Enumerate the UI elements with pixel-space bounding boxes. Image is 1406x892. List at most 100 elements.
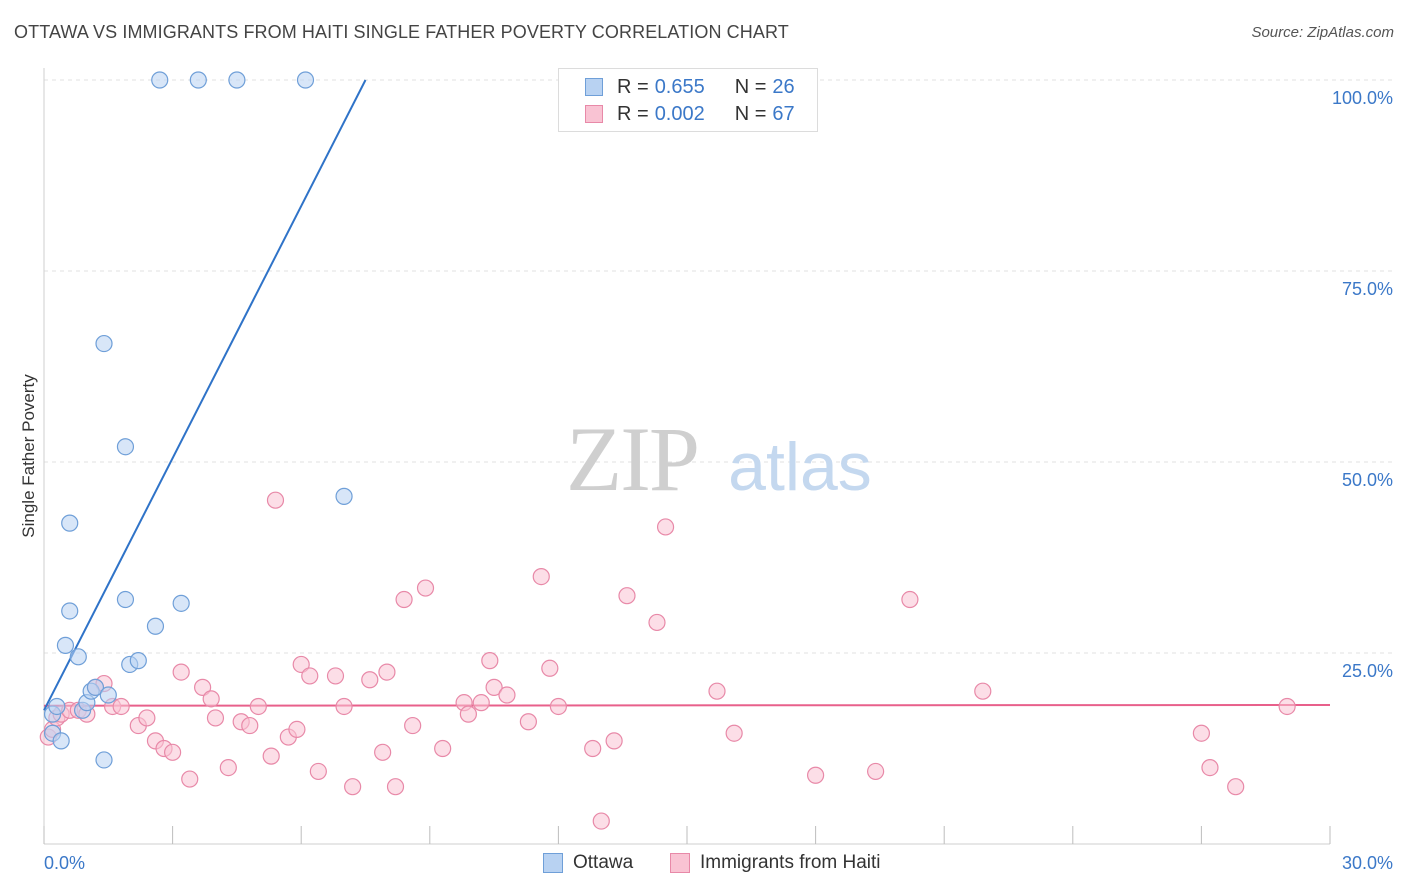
- trendline-haiti: [43, 703, 1331, 707]
- haiti-point: [618, 587, 636, 605]
- haiti-point: [592, 812, 610, 830]
- haiti-point: [549, 697, 568, 716]
- haiti-point: [648, 613, 666, 632]
- haiti-point: [202, 690, 220, 708]
- haiti-point: [112, 697, 130, 716]
- trendlines: [43, 79, 1331, 711]
- haiti-point: [725, 724, 743, 742]
- haiti-point: [434, 739, 452, 758]
- ottawa-point: [95, 751, 113, 769]
- haiti-point: [974, 682, 992, 700]
- y-tick-label: 25.0%: [1342, 661, 1393, 681]
- ottawa-point: [86, 678, 105, 696]
- x-tick-label: 30.0%: [1342, 853, 1393, 873]
- haiti-point: [1201, 758, 1219, 777]
- haiti-point: [374, 743, 392, 761]
- ottawa-point: [228, 71, 246, 89]
- haiti-point: [361, 671, 379, 689]
- haiti-point: [344, 778, 362, 796]
- haiti-point: [335, 697, 353, 716]
- legend-swatch-haiti: [585, 105, 603, 123]
- haiti-point: [532, 567, 550, 586]
- legend-n-value: 67: [772, 102, 795, 125]
- x-tick-label: 0.0%: [44, 853, 85, 873]
- haiti-point: [172, 663, 190, 681]
- chart-title: OTTAWA VS IMMIGRANTS FROM HAITI SINGLE F…: [14, 22, 789, 42]
- haiti-point: [219, 758, 237, 777]
- ottawa-point: [335, 487, 353, 505]
- ottawa-point: [52, 732, 70, 750]
- ottawa-point: [146, 617, 165, 635]
- series-ottawa-points: [43, 71, 353, 769]
- haiti-point: [459, 705, 477, 723]
- legend-r-label: R =: [617, 102, 649, 125]
- ottawa-point: [151, 71, 169, 89]
- haiti-point: [416, 579, 435, 597]
- legend-row-ottawa: R = 0.655 N = 26: [585, 75, 795, 99]
- y-tick-label: 50.0%: [1342, 470, 1393, 490]
- watermark-atlas: atlas: [728, 429, 872, 505]
- legend-row-haiti: R = 0.002 N = 67: [585, 102, 795, 126]
- legend-n-value: 26: [772, 75, 795, 98]
- haiti-point: [541, 659, 559, 677]
- haiti-point: [241, 716, 259, 735]
- legend-label-haiti: Immigrants from Haiti: [700, 852, 881, 873]
- haiti-point: [656, 518, 675, 536]
- haiti-point: [485, 678, 503, 696]
- haiti-point: [292, 655, 310, 674]
- y-axis-label: Single Father Poverty: [19, 374, 38, 538]
- legend-r-value: 0.002: [654, 102, 705, 125]
- haiti-point: [249, 697, 267, 716]
- y-tick-label: 75.0%: [1342, 279, 1393, 299]
- ottawa-point: [116, 590, 135, 609]
- legend-item-ottawa: Ottawa: [543, 852, 633, 874]
- haiti-point: [1227, 778, 1245, 796]
- ottawa-point: [48, 697, 66, 716]
- ottawa-point: [172, 594, 190, 612]
- ottawa-point: [61, 514, 79, 532]
- haiti-point: [806, 766, 825, 784]
- haiti-point: [164, 743, 182, 761]
- watermark: ZIP atlas: [566, 408, 872, 510]
- series-haiti-points: [39, 491, 1296, 830]
- y-tick-labels: 25.0% 50.0% 75.0% 100.0%: [1332, 88, 1393, 681]
- source-credit: Source: ZipAtlas.com: [1251, 24, 1394, 41]
- ottawa-point: [99, 686, 117, 704]
- haiti-point: [519, 713, 537, 731]
- ottawa-point: [56, 636, 75, 654]
- haiti-point: [708, 682, 726, 700]
- haiti-point: [309, 762, 327, 781]
- haiti-point: [386, 778, 405, 796]
- x-tick-labels: 0.0% 30.0%: [44, 853, 1393, 873]
- legend-swatch-haiti: [670, 853, 690, 873]
- haiti-point: [867, 762, 885, 781]
- correlation-legend: R = 0.655 N = 26 R = 0.002 N = 67: [558, 68, 818, 132]
- ottawa-point: [189, 71, 207, 89]
- haiti-point: [605, 732, 623, 750]
- legend-swatch-ottawa: [585, 78, 603, 96]
- legend-label-ottawa: Ottawa: [573, 852, 634, 873]
- haiti-point: [1192, 724, 1211, 742]
- watermark-zip: ZIP: [566, 408, 698, 510]
- haiti-point: [404, 716, 422, 735]
- ottawa-point: [61, 602, 79, 620]
- legend-swatch-ottawa: [543, 853, 563, 873]
- trendline-ottawa: [43, 79, 367, 711]
- haiti-point: [472, 694, 490, 712]
- legend-item-haiti: Immigrants from Haiti: [670, 852, 881, 874]
- haiti-point: [288, 720, 306, 739]
- ottawa-point: [95, 334, 113, 353]
- haiti-point: [378, 663, 396, 681]
- haiti-point: [194, 678, 212, 696]
- legend-n-label: N =: [734, 75, 767, 98]
- haiti-point: [901, 590, 919, 609]
- haiti-point: [181, 770, 199, 788]
- legend-r-label: R =: [617, 75, 649, 98]
- legend-r-value: 0.655: [654, 75, 705, 98]
- gridlines: [44, 79, 1392, 654]
- legend-n-label: N =: [734, 102, 767, 125]
- haiti-point: [481, 652, 499, 670]
- haiti-point: [138, 709, 156, 727]
- haiti-point: [584, 739, 602, 758]
